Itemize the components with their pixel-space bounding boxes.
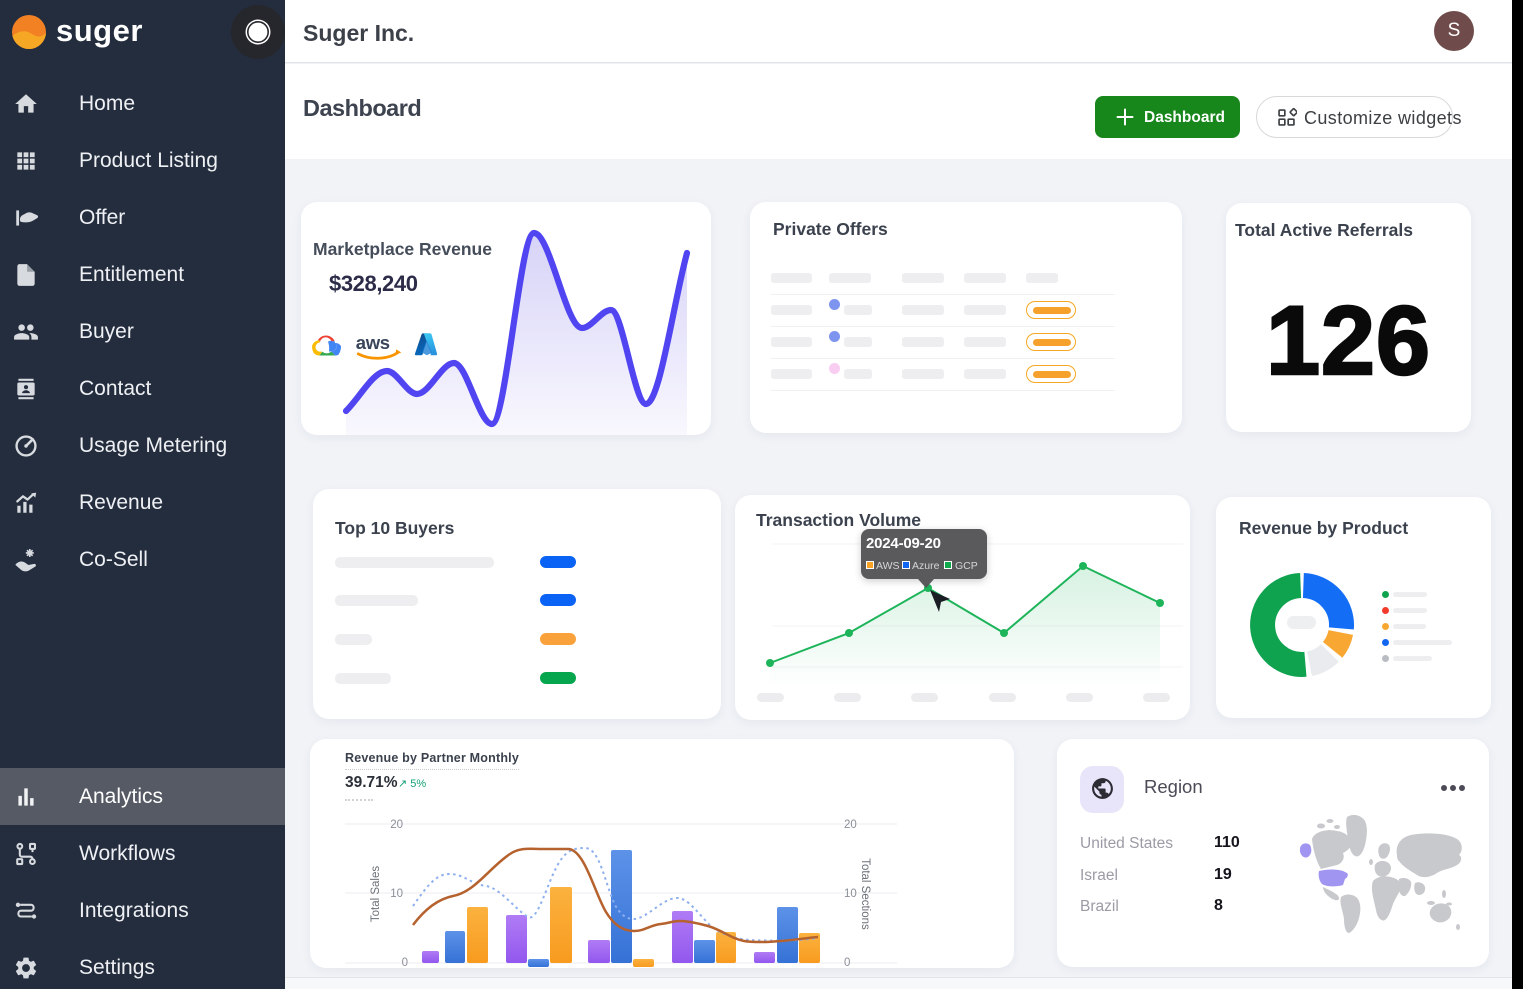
svg-text:0: 0 <box>844 957 850 968</box>
svg-text:10: 10 <box>390 888 403 900</box>
svg-text:Total Sales: Total Sales <box>370 866 382 923</box>
svg-text:aws: aws <box>356 332 390 353</box>
svg-text:10: 10 <box>844 888 857 900</box>
svg-text:Total Sections: Total Sections <box>859 858 871 930</box>
svg-text:20: 20 <box>844 819 857 831</box>
svg-text:0: 0 <box>402 957 408 968</box>
svg-text:20: 20 <box>390 819 403 831</box>
